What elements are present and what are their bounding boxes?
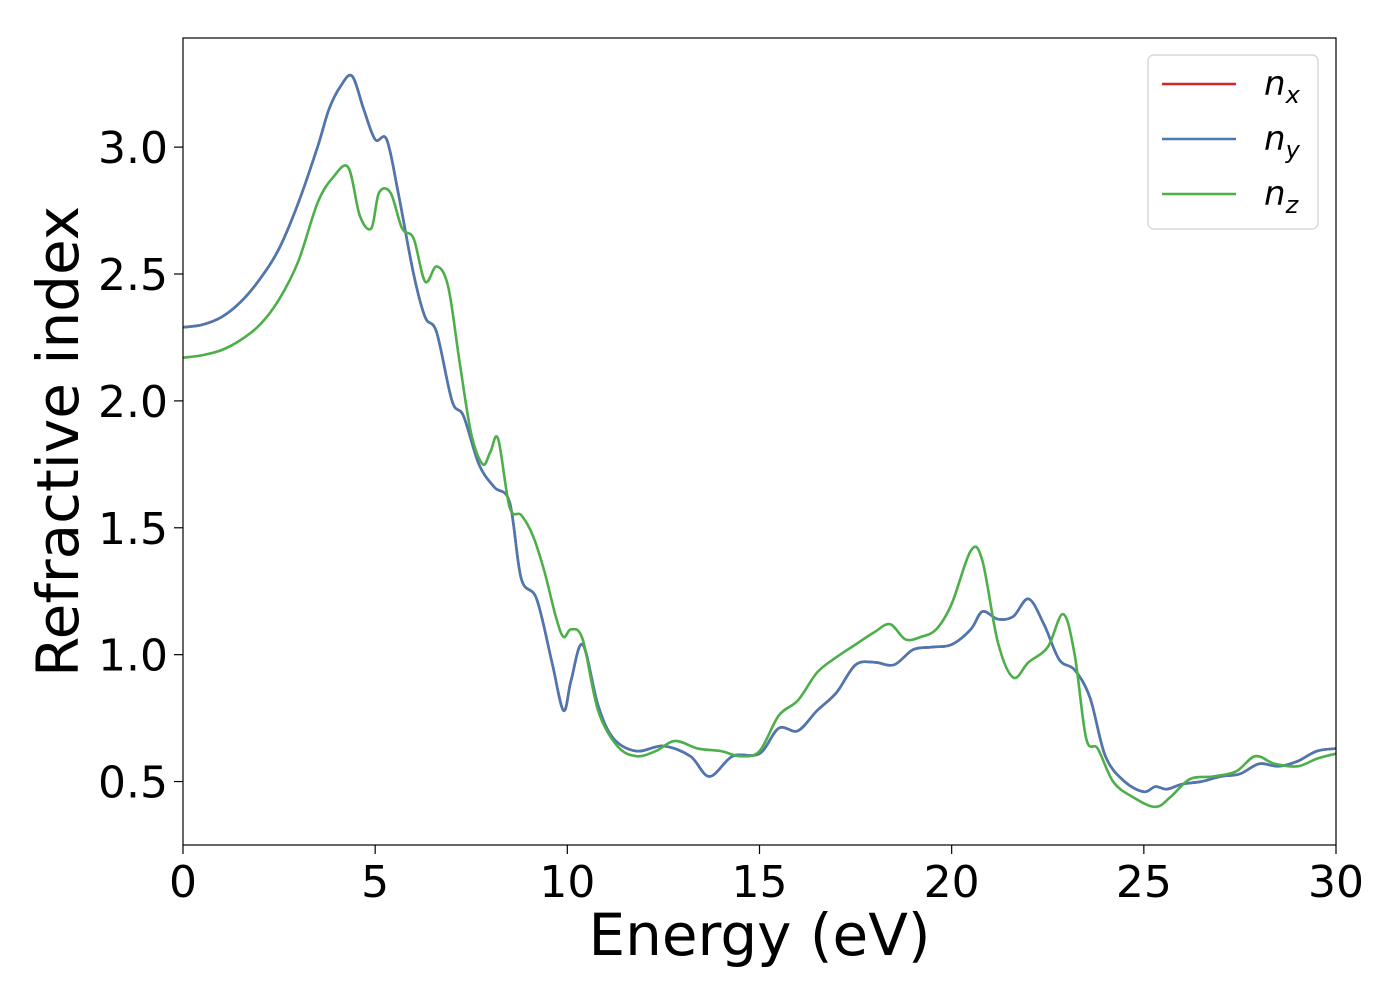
x-tick-label: 20 — [924, 857, 980, 908]
legend-label-subscript: x — [1285, 81, 1301, 109]
series-line-z — [183, 164, 1336, 809]
legend-label-y: ny — [1264, 119, 1301, 164]
y-tick-label: 3.0 — [98, 123, 168, 174]
x-tick-label: 0 — [169, 857, 197, 908]
x-tick-label: 5 — [361, 857, 389, 908]
y-axis-title: Refractive index — [24, 206, 92, 677]
x-axis-title: Energy (eV) — [588, 901, 930, 969]
plot-lines — [183, 73, 1336, 809]
legend-label-subscript: z — [1285, 191, 1300, 219]
x-tick-label: 15 — [732, 857, 788, 908]
y-axis-ticks: 0.5 1.0 1.5 2.0 2.5 3.0 — [98, 123, 183, 809]
legend-label-z: nz — [1264, 174, 1300, 219]
legend-label-main: n — [1264, 119, 1286, 159]
legend-label-subscript: y — [1285, 136, 1301, 164]
y-tick-label: 2.5 — [98, 250, 168, 301]
y-tick-label: 1.5 — [98, 504, 168, 555]
x-tick-label: 25 — [1116, 857, 1172, 908]
legend-label-x: nx — [1264, 64, 1301, 109]
legend-box — [1147, 54, 1319, 230]
series-line-y — [183, 73, 1336, 794]
y-tick-label: 0.5 — [98, 758, 168, 809]
legend-label-main: n — [1264, 174, 1286, 214]
y-tick-label: 1.0 — [98, 631, 168, 682]
x-tick-label: 10 — [539, 857, 595, 908]
y-tick-label: 2.0 — [98, 377, 168, 428]
x-tick-label: 30 — [1308, 857, 1364, 908]
legend-label-main: n — [1264, 64, 1286, 104]
x-axis-ticks: 0 5 10 15 20 25 30 — [169, 845, 1364, 908]
